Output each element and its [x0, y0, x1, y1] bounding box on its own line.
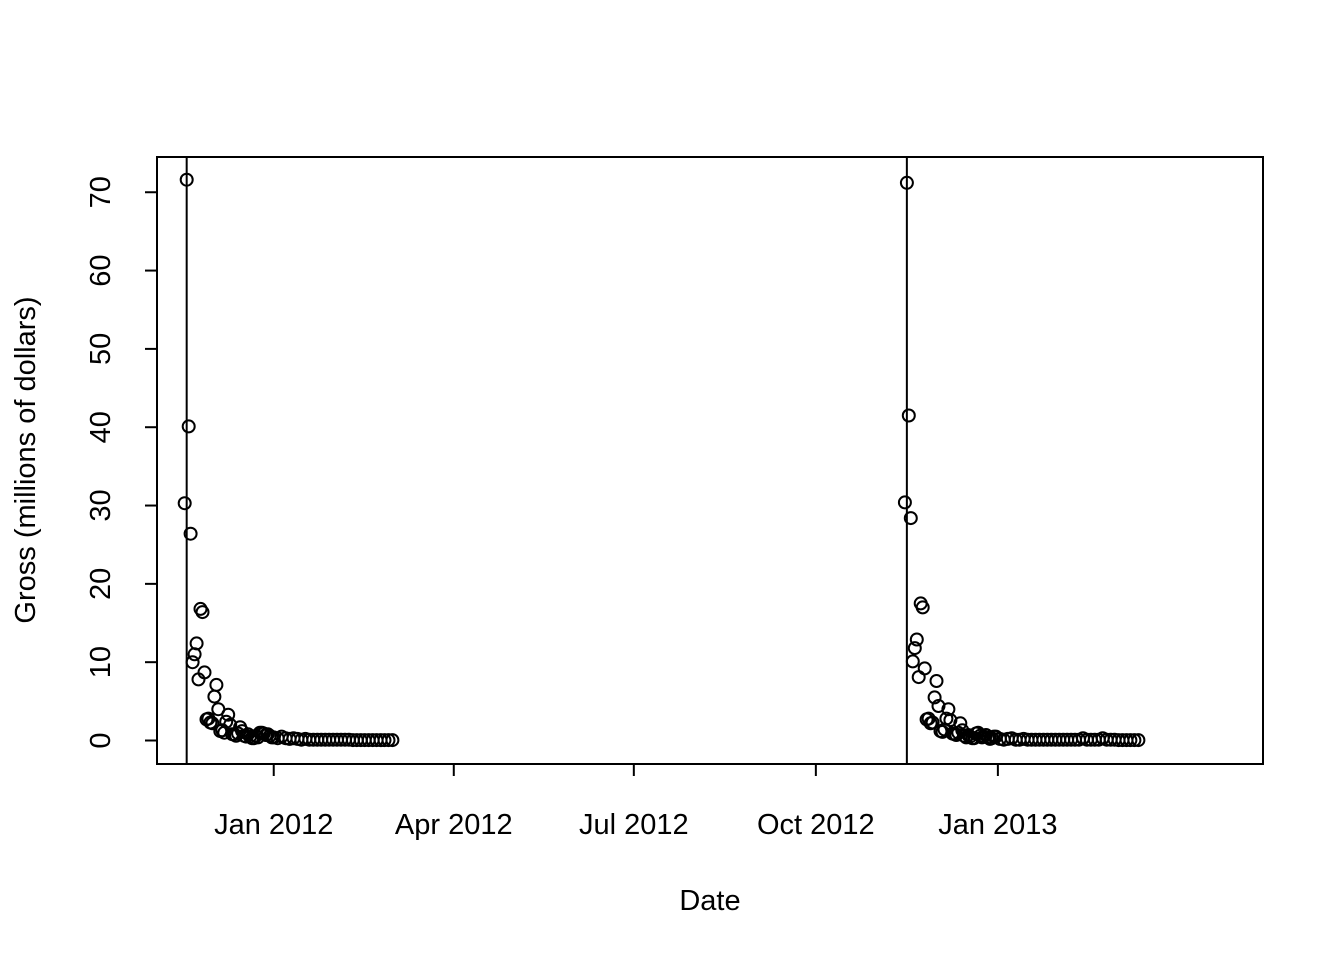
- data-point: [197, 665, 212, 680]
- data-point: [915, 600, 930, 615]
- data-point: [911, 670, 926, 685]
- data-point: [1123, 733, 1138, 748]
- data-point: [385, 733, 400, 748]
- data-point: [221, 707, 236, 722]
- plot-frame: [156, 156, 1264, 765]
- data-point: [897, 495, 912, 510]
- data-point: [219, 714, 234, 729]
- x-tick-label: Jan 2013: [938, 809, 1057, 841]
- data-point: [929, 674, 944, 688]
- y-tick-label: 70: [85, 176, 117, 208]
- data-point: [183, 526, 198, 541]
- data-point: [177, 496, 192, 511]
- data-point: [195, 605, 210, 620]
- data-point: [377, 733, 392, 748]
- x-tick-label: Jan 2012: [214, 809, 333, 841]
- data-point: [205, 716, 220, 731]
- data-point: [899, 175, 914, 190]
- x-tick-label: Apr 2012: [395, 809, 513, 841]
- x-tick-label: Oct 2012: [757, 809, 875, 841]
- data-point: [927, 690, 942, 705]
- data-point: [953, 716, 968, 731]
- x-axis-label: Date: [679, 885, 740, 917]
- data-point: [925, 715, 940, 730]
- data-point: [909, 632, 924, 647]
- data-point: [1127, 733, 1142, 748]
- x-axis: Jan 2012 Apr 2012 Jul 2012 Oct 2012 Jan 2013: [214, 763, 1058, 841]
- y-tick-label: 20: [85, 568, 117, 600]
- y-tick-label: 30: [85, 489, 117, 521]
- vertical-reference-lines: [185, 157, 908, 764]
- data-point: [209, 677, 224, 692]
- x-tick-label: Jul 2012: [579, 809, 689, 841]
- data-point: [917, 661, 932, 676]
- data-point: [179, 172, 194, 187]
- y-axis-label: Gross (millions of dollars): [10, 296, 42, 623]
- data-point: [1131, 733, 1146, 748]
- data-point: [381, 733, 396, 748]
- data-point: [901, 408, 916, 423]
- data-point: [181, 419, 196, 434]
- data-point: [907, 641, 922, 656]
- data-point: [905, 654, 920, 669]
- data-point: [207, 689, 222, 704]
- data-points: [177, 172, 1146, 748]
- y-tick-label: 40: [85, 411, 117, 443]
- data-point: [189, 636, 204, 651]
- y-tick-label: 0: [85, 732, 117, 748]
- y-tick-label: 60: [85, 254, 117, 286]
- data-point: [903, 511, 918, 526]
- data-point: [185, 655, 200, 670]
- y-tick-label: 50: [85, 333, 117, 365]
- y-axis: 0 10 20 30 40 50 60 70: [85, 176, 158, 749]
- y-tick-label: 10: [85, 646, 117, 678]
